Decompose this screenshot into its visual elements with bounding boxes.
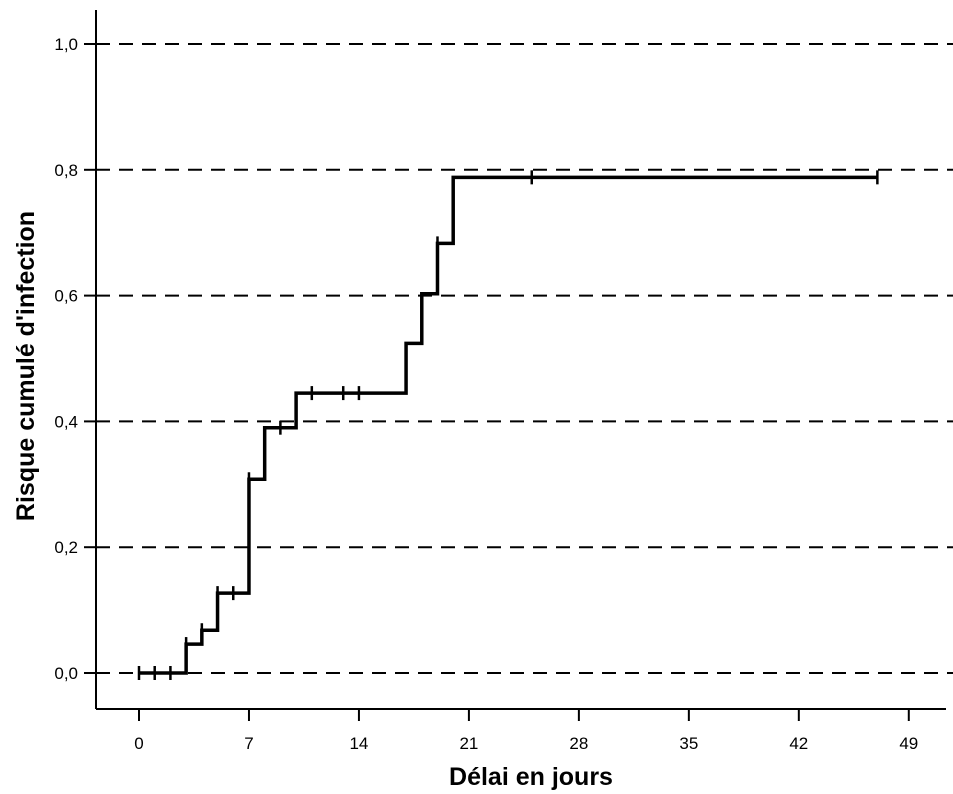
x-tick-label: 42	[789, 734, 808, 753]
x-tick-label: 0	[134, 734, 143, 753]
y-tick-label: 0,8	[54, 161, 78, 180]
x-tick-label: 49	[899, 734, 918, 753]
y-tick-label: 0,0	[54, 664, 78, 683]
series-group	[137, 170, 879, 680]
x-tick-label: 14	[349, 734, 368, 753]
x-ticks: 0 7 14 21 28 35 42 49	[134, 709, 918, 753]
x-tick-label: 21	[459, 734, 478, 753]
y-axis-title: Risque cumulé d'infection	[12, 211, 40, 521]
step-curve	[139, 175, 878, 675]
y-tick-label: 1,0	[54, 35, 78, 54]
x-axis-title: Délai en jours	[449, 763, 613, 791]
x-tick-label: 28	[569, 734, 588, 753]
axes	[95, 10, 946, 710]
y-tick-label: 0,4	[54, 412, 78, 431]
y-tick-label: 0,2	[54, 538, 78, 557]
y-tick-label: 0,6	[54, 287, 78, 306]
x-tick-label: 35	[679, 734, 698, 753]
x-tick-label: 7	[244, 734, 253, 753]
grid-lines	[96, 43, 953, 674]
y-ticks: 0,0 0,2 0,4 0,6 0,8 1,0	[54, 35, 96, 683]
